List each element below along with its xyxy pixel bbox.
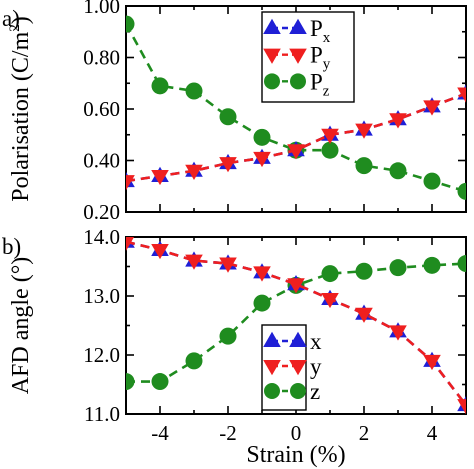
y-axis-title: Polarisation (C/m2) xyxy=(7,16,34,202)
data-point-z xyxy=(423,172,441,190)
legend-label: z xyxy=(310,379,320,404)
y-tick-label: 12.0 xyxy=(83,343,120,367)
y-axis-title: AFD angle (°) xyxy=(8,257,34,395)
legend-marker xyxy=(290,73,306,90)
data-point-z xyxy=(151,77,169,95)
y-tick-label: 0.40 xyxy=(83,149,120,173)
data-point-y xyxy=(287,278,305,294)
data-point-y xyxy=(219,257,237,273)
y-tick-label: 11.0 xyxy=(84,402,120,426)
data-point-z xyxy=(423,256,441,274)
legend-marker xyxy=(263,331,281,347)
data-point-z xyxy=(355,157,373,175)
data-point-z xyxy=(457,255,466,273)
y-tick-label: 0.80 xyxy=(83,46,120,70)
data-point-z xyxy=(185,352,203,370)
data-point-y xyxy=(423,100,441,116)
data-point-y xyxy=(321,128,339,144)
data-point-z xyxy=(219,108,237,126)
data-point-y xyxy=(253,151,271,168)
data-point-z xyxy=(355,262,373,280)
data-point-y xyxy=(151,169,169,186)
legend-marker xyxy=(289,331,307,347)
data-point-y xyxy=(287,144,305,160)
legend-marker xyxy=(264,73,280,90)
data-point-z xyxy=(219,327,237,345)
legend-label: x xyxy=(310,329,322,354)
legend-marker xyxy=(263,48,281,64)
series-line-y xyxy=(126,92,466,183)
legend-marker xyxy=(263,360,281,376)
x-tick-label: -4 xyxy=(151,421,169,445)
data-point-z xyxy=(185,82,203,100)
panel-label: a) xyxy=(2,6,20,31)
data-point-y xyxy=(355,123,373,139)
legend: xyz xyxy=(261,324,322,411)
data-point-z xyxy=(321,265,339,283)
data-point-y xyxy=(321,292,339,309)
y-axis-title-text: Polarisation (C/m xyxy=(8,31,34,201)
legend-marker xyxy=(289,18,307,34)
x-tick-label: 0 xyxy=(291,421,302,445)
legend-label: y xyxy=(310,354,322,379)
data-point-y xyxy=(126,237,135,251)
series-line-z xyxy=(126,23,466,193)
y-axis-title-close: ) xyxy=(8,16,34,24)
y-tick-label: 13.0 xyxy=(83,284,120,308)
data-point-z xyxy=(126,373,135,391)
panel-label: b) xyxy=(2,234,21,259)
data-layer xyxy=(126,15,466,200)
data-point-y xyxy=(185,254,203,270)
data-point-y xyxy=(389,325,407,341)
panel-b: -4 -2 0 2 4 11.0 12.0 13.0 14.0 xyz AFD angle (°)b… xyxy=(2,225,467,468)
y-tick-label: 0.20 xyxy=(83,200,120,224)
x-tick-label: -2 xyxy=(219,421,237,445)
y-tick-label: 1.00 xyxy=(83,0,120,18)
data-point-y xyxy=(151,243,169,260)
legend-marker xyxy=(263,18,281,34)
data-point-z xyxy=(151,373,169,391)
data-point-y xyxy=(126,175,135,191)
x-tick-label: 4 xyxy=(427,421,438,445)
y-axis-title-superscript: 2 xyxy=(7,24,23,32)
data-point-y xyxy=(423,354,441,371)
legend-label-subscript: z xyxy=(323,83,330,99)
data-point-z xyxy=(389,259,407,277)
x-axis-title: Strain (%) xyxy=(246,442,345,468)
data-point-y xyxy=(219,157,237,173)
legend-marker xyxy=(289,48,307,64)
data-point-y xyxy=(389,113,407,129)
data-point-z xyxy=(321,141,339,159)
legend-label-subscript: x xyxy=(323,30,331,46)
data-point-y xyxy=(457,87,466,103)
y-tick-label: 0.60 xyxy=(83,97,120,121)
data-point-z xyxy=(253,294,271,312)
data-layer xyxy=(126,237,466,414)
data-point-z xyxy=(457,182,466,200)
data-point-y xyxy=(457,399,466,414)
x-tick-label: 2 xyxy=(359,421,370,445)
series-line-y xyxy=(126,240,466,406)
legend-label-subscript: y xyxy=(323,57,331,73)
y-axis-title-text: AFD angle (°) xyxy=(8,257,34,395)
legend-marker xyxy=(289,360,307,376)
legend-marker xyxy=(290,383,306,399)
series-line-x xyxy=(126,92,466,183)
data-point-y xyxy=(185,164,203,180)
y-tick-label: 14.0 xyxy=(83,225,120,249)
data-point-y xyxy=(253,266,271,282)
data-point-z xyxy=(253,128,271,146)
legend-marker xyxy=(264,383,280,399)
data-point-z xyxy=(389,162,407,180)
data-point-y xyxy=(355,307,373,323)
data-point-z xyxy=(126,15,135,33)
